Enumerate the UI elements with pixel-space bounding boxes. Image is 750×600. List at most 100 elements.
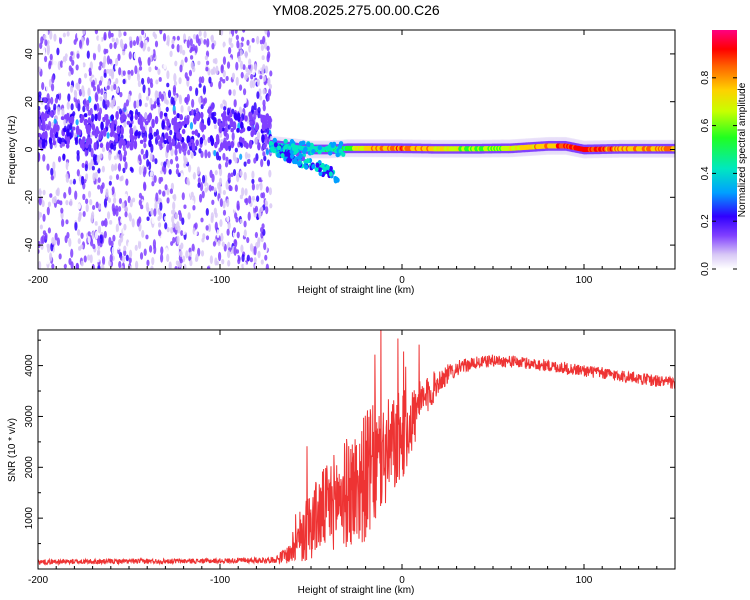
spectrogram-noise-cell <box>225 180 229 190</box>
spectrogram-noise-cell <box>243 229 247 238</box>
spectrogram-band-cell <box>66 112 70 121</box>
spectrogram-noise-cell <box>176 35 180 41</box>
spectrogram-noise-cell <box>115 30 119 38</box>
spectrogram-noise-cell <box>246 236 250 244</box>
spectrogram-band-cell <box>115 110 119 120</box>
spectrogram-noise-cell <box>248 58 252 66</box>
spectrogram-noise-cell <box>192 49 196 59</box>
spectrogram-noise-cell <box>209 230 213 239</box>
spectrogram-noise-cell <box>49 30 53 40</box>
spectrogram-noise-cell <box>188 69 193 77</box>
snr-ytick-label: 4000 <box>24 354 35 377</box>
spectrogram-noise-cell <box>46 102 50 110</box>
spectrogram-branch-cell <box>328 165 333 172</box>
spectrogram-noise-cell <box>239 153 243 160</box>
snr-axes: -200 -100 0 100 1000 2000 3000 4000 <box>24 330 676 586</box>
spectrogram-noise-cell <box>94 230 99 240</box>
spectrogram-noise-cell <box>150 36 154 46</box>
spectrogram-ridge-blob <box>283 144 288 150</box>
spectrogram-band-cell <box>91 130 96 136</box>
spectrogram-noise-cell <box>263 41 268 50</box>
spectrogram-noise-cell <box>254 137 258 145</box>
spectrogram-noise-cell <box>101 263 105 269</box>
spectrogram-noise-cell <box>68 237 72 248</box>
spectrogram-band-cell <box>221 120 226 128</box>
spectrogram-noise-cell <box>265 149 270 156</box>
spectrogram-noise-cell <box>197 247 201 257</box>
spectrogram-noise-cell <box>56 199 60 205</box>
spectrogram-noise-cell <box>186 76 190 82</box>
spectrogram-noise-cell <box>48 60 52 66</box>
spectrogram-noise-cell <box>145 95 150 101</box>
spectrogram-noise-cell <box>82 193 86 201</box>
spectrogram-noise-cell <box>128 36 133 42</box>
spectrogram-noise-cell <box>205 207 209 216</box>
spectrogram-noise-cell <box>187 164 192 173</box>
spectrogram-band-cell <box>186 135 190 144</box>
snr-xtick-label: 0 <box>399 575 405 586</box>
spectrogram-noise-cell <box>173 81 178 86</box>
spectrogram-noise-cell <box>39 42 43 49</box>
spectrogram-noise-cell <box>38 260 42 269</box>
spectrogram-noise-cell <box>146 76 151 85</box>
spectrogram-band-cell <box>164 132 169 140</box>
spectrogram-noise-cell <box>46 44 50 53</box>
spectrogram-noise-cell <box>38 106 41 111</box>
spectrogram-band-cell <box>248 139 253 149</box>
spectrogram-noise-cell <box>179 64 183 73</box>
spectrogram-noise-cell <box>262 75 267 82</box>
spectrogram-noise-cell <box>76 153 80 162</box>
spectrogram-noise-cell <box>165 44 169 52</box>
spectrogram-noise-cell <box>111 246 115 255</box>
spectrogram-noise-cell <box>172 87 176 97</box>
spectrogram-noise-cell <box>77 102 81 112</box>
spectrogram-noise-cell <box>141 230 145 238</box>
spectrogram-noise-cell <box>183 263 187 269</box>
snr-series-line <box>38 330 675 567</box>
spectrogram-noise-cell <box>92 153 97 163</box>
spectrogram-noise-cell <box>153 208 157 217</box>
spectrogram-noise-cell <box>125 254 129 262</box>
spectrogram-noise-cell <box>87 190 92 198</box>
spectrogram-noise-cell <box>96 251 101 256</box>
spectrogram-noise-cell <box>96 84 100 92</box>
spectrogram-noise-cell <box>125 215 129 225</box>
colorbar-tick-label: 0.8 <box>700 70 711 84</box>
spectrogram-band-cell <box>116 125 121 135</box>
spectrogram-noise-cell <box>203 38 207 45</box>
snr-frame <box>37 329 676 570</box>
spectrogram-noise-cell <box>248 195 252 204</box>
spectrogram-noise-cell <box>118 67 122 76</box>
spectrogram-noise-cell <box>124 193 128 200</box>
spectrogram-branch-cell <box>280 153 285 159</box>
spectrogram-noise-cell <box>63 263 67 269</box>
spectrogram-noise-cell <box>180 230 184 236</box>
spectrogram-noise-cell <box>97 217 101 227</box>
spectrogram-noise-cell <box>264 65 269 74</box>
spectrogram-noise-cell <box>160 161 164 167</box>
spectrogram-band-cell <box>127 113 131 118</box>
spectrogram-noise-cell <box>202 259 206 266</box>
spectrogram-noise-cell <box>209 169 213 179</box>
spectrogram-noise-cell <box>53 103 57 111</box>
spectrogram-ridge-blob <box>283 138 288 144</box>
spectrogram-noise-cell <box>190 109 194 116</box>
spectrogram-noise-cell <box>68 257 72 266</box>
spectrogram-noise-cell <box>42 213 46 222</box>
spectrogram-noise-cell <box>92 205 96 210</box>
spectrogram-noise-cell <box>174 212 179 220</box>
spectrogram-noise-cell <box>160 253 164 263</box>
spectrogram-noise-cell <box>256 131 261 140</box>
spectrogram-noise-cell <box>106 85 110 90</box>
spectrogram-noise-cell <box>158 189 162 195</box>
spectrogram-noise-cell <box>207 223 212 233</box>
spectrogram-band-cell <box>110 114 115 121</box>
spectrogram-band-cell <box>168 141 173 151</box>
spectrogram-noise-cell <box>97 43 101 53</box>
spectrogram-noise-cell <box>136 185 140 195</box>
spectrogram-noise-cell <box>164 222 168 230</box>
spectrogram-noise-cell <box>136 73 141 82</box>
spectrogram-band-cell <box>58 137 63 145</box>
spectrogram-band-cell <box>151 118 155 129</box>
spectrogram-noise-cell <box>147 190 151 200</box>
